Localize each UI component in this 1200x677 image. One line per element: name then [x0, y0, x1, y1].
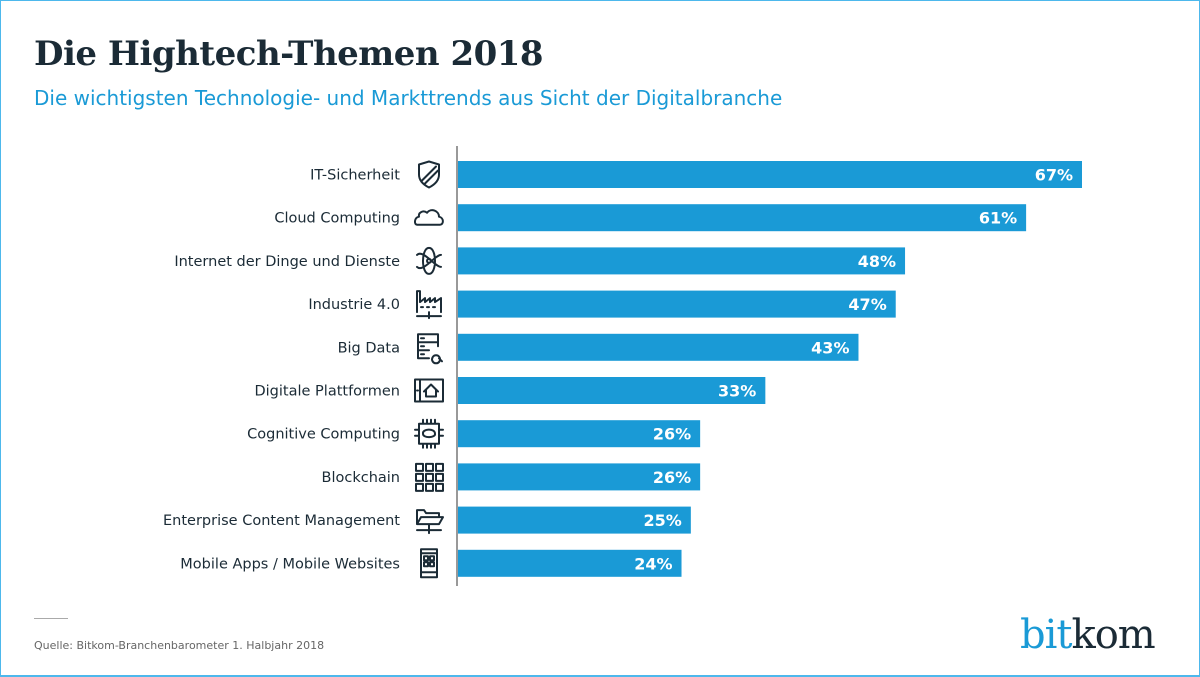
bitkom-logo: bitkom [1020, 612, 1156, 658]
chart-subtitle: Die wichtigsten Technologie- und Markttr… [34, 86, 783, 110]
category-label: Digitale Plattformen [254, 384, 400, 400]
logo-part-kom: kom [1071, 612, 1155, 658]
bar-8 [458, 463, 701, 491]
bar-9 [458, 506, 691, 534]
data-label: 24% [634, 554, 672, 573]
data-label: 25% [644, 511, 682, 530]
data-label: 43% [811, 338, 849, 357]
source-note: Quelle: Bitkom-Branchenbarometer 1. Halb… [34, 639, 325, 652]
cloud-icon [413, 209, 444, 226]
bar-10 [458, 549, 682, 577]
bar-1 [458, 161, 1082, 188]
bar-3 [458, 247, 906, 275]
category-label: Internet der Dinge und Dienste [174, 254, 400, 270]
category-label: Big Data [338, 340, 400, 356]
data-label: 67% [1035, 166, 1073, 185]
shield-icon [418, 160, 440, 189]
bar-6 [458, 377, 766, 404]
data-label: 26% [653, 468, 691, 487]
logo-part-bit: bit [1020, 612, 1072, 658]
blockchain-grid-icon [415, 462, 444, 492]
category-label: Cloud Computing [274, 211, 400, 227]
folder-icon [416, 509, 444, 535]
bar-2 [458, 204, 1027, 232]
divider [34, 618, 68, 619]
bar-5 [458, 333, 859, 361]
tablet-home-icon [414, 378, 444, 403]
category-label: IT-Sicherheit [310, 168, 400, 184]
bar-4 [458, 290, 896, 318]
data-label: 33% [718, 382, 756, 401]
category-label: Enterprise Content Management [163, 513, 400, 529]
smartphone-icon [420, 548, 438, 579]
data-label: 48% [858, 252, 896, 271]
atom-icon [416, 246, 442, 275]
data-label: 61% [979, 209, 1017, 228]
bar-7 [458, 420, 701, 448]
category-label: Mobile Apps / Mobile Websites [180, 556, 400, 572]
chip-brain-icon [414, 418, 444, 449]
category-label: Blockchain [322, 470, 400, 486]
category-label: Industrie 4.0 [308, 297, 400, 313]
category-label: Cognitive Computing [247, 427, 400, 443]
data-label: 47% [848, 295, 886, 314]
data-label: 26% [653, 425, 691, 444]
factory-icon [416, 290, 442, 320]
chart-title: Die Hightech-Themen 2018 [34, 34, 544, 74]
server-search-icon [417, 333, 443, 365]
